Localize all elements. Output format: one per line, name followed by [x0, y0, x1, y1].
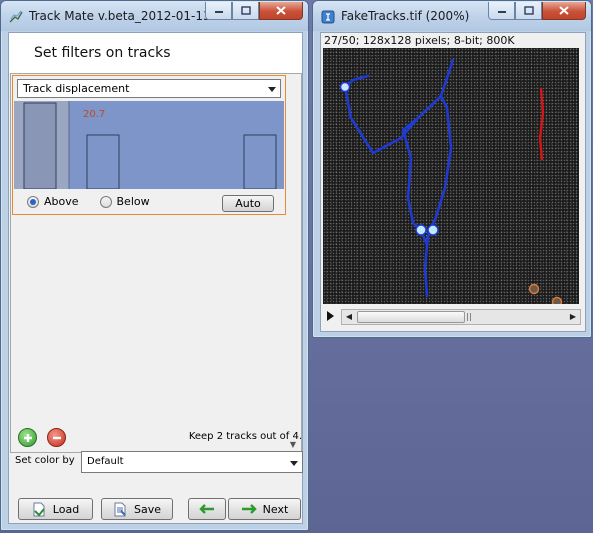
feature-select[interactable]: Track displacement — [17, 79, 281, 98]
frame-slider-row: ◀ ▶ — [323, 308, 583, 326]
track-blue-1 — [343, 58, 455, 155]
feature-select-value: Track displacement — [23, 82, 130, 95]
trackmate-client-area: Set filters on tracks Track displacement — [8, 32, 303, 524]
image-info: 27/50; 128x128 pixels; 8-bit; 800K — [324, 34, 515, 47]
arrow-right-icon — [241, 504, 257, 514]
set-color-label: Set color by — [15, 455, 75, 466]
image-window: FakeTracks.tif (200%) 27/50; 128x128 pix… — [312, 0, 592, 338]
above-radio[interactable] — [27, 195, 39, 208]
below-label: Below — [116, 195, 150, 208]
play-icon[interactable] — [327, 311, 334, 321]
slider-left-arrow-icon[interactable]: ◀ — [345, 312, 353, 321]
trackmate-window-title: Track Mate v.beta_2012-01-13 — [29, 9, 211, 23]
maximize-button[interactable] — [515, 2, 542, 20]
track-overlay — [339, 58, 563, 304]
remove-filter-button[interactable] — [47, 428, 66, 447]
histogram-bar-1 — [23, 102, 57, 189]
close-button[interactable] — [542, 2, 586, 20]
chevron-down-icon — [290, 461, 298, 466]
slider-right-arrow-icon[interactable]: ▶ — [569, 312, 577, 321]
imagej-app-icon — [321, 10, 335, 24]
auto-threshold-button[interactable]: Auto — [222, 195, 274, 212]
add-filter-icon — [23, 433, 32, 442]
save-button[interactable]: Save — [101, 498, 173, 520]
spot-orange-1 — [528, 283, 540, 295]
spot-orange-2 — [551, 296, 563, 304]
next-button-label: Next — [262, 502, 289, 516]
trackmate-window: Track Mate v.beta_2012-01-13 Set filters… — [0, 0, 309, 531]
trackmate-app-icon — [9, 10, 23, 23]
arrow-left-icon — [199, 504, 214, 514]
minimize-icon — [497, 10, 506, 13]
filters-scroll-area[interactable]: Track displacement 20.7 Above — [10, 73, 302, 453]
panel-header: Set filters on tracks — [9, 33, 302, 73]
maximize-button[interactable] — [232, 2, 259, 20]
load-button-label: Load — [52, 502, 80, 516]
image-client-area: 27/50; 128x128 pixels; 8-bit; 800K — [320, 32, 586, 332]
auto-button-label: Auto — [235, 197, 261, 210]
image-window-controls — [488, 2, 586, 20]
track-red — [538, 87, 545, 161]
chevron-down-icon — [268, 87, 276, 92]
previous-button[interactable] — [188, 498, 226, 520]
load-button[interactable]: Load — [18, 498, 93, 520]
track-blue-2 — [425, 94, 453, 247]
spot-top-left — [339, 81, 351, 93]
spot-center-right — [427, 224, 439, 236]
slider-thumb[interactable] — [357, 311, 471, 323]
threshold-value: 20.7 — [83, 109, 106, 120]
histogram-plot — [14, 101, 277, 189]
trackmate-window-controls — [205, 2, 303, 20]
image-titlebar[interactable]: FakeTracks.tif (200%) — [313, 1, 591, 31]
image-canvas[interactable] — [323, 48, 579, 304]
minimize-icon — [214, 10, 223, 13]
maximize-icon — [523, 6, 534, 15]
add-filter-button[interactable] — [18, 428, 37, 447]
threshold-histogram[interactable]: 20.7 — [14, 101, 284, 189]
save-file-icon — [113, 502, 128, 517]
track-blue-4 — [423, 243, 429, 298]
frame-slider[interactable]: ◀ ▶ — [341, 309, 581, 325]
trackmate-titlebar[interactable]: Track Mate v.beta_2012-01-13 — [1, 1, 308, 31]
minimize-button[interactable] — [205, 2, 232, 20]
close-icon — [559, 6, 569, 15]
save-button-label: Save — [133, 502, 161, 516]
above-label: Above — [44, 195, 79, 208]
load-file-icon — [32, 502, 47, 517]
minimize-button[interactable] — [488, 2, 515, 20]
below-radio[interactable] — [99, 195, 112, 208]
image-window-title: FakeTracks.tif (200%) — [341, 9, 470, 23]
histogram-bar-3 — [243, 134, 277, 189]
color-by-value: Default — [87, 456, 124, 467]
histogram-bar-2 — [86, 134, 120, 189]
above-radio-row: Above Below — [27, 195, 150, 208]
close-button[interactable] — [259, 2, 303, 20]
spot-center-left — [415, 224, 427, 236]
remove-filter-icon — [52, 436, 61, 439]
next-button[interactable]: Next — [228, 498, 301, 520]
keep-tracks-summary: Keep 2 tracks out of 4. — [188, 431, 302, 442]
panel-title: Set filters on tracks — [34, 45, 171, 61]
scroll-down-arrow-icon[interactable]: ▼ — [289, 440, 297, 449]
color-by-select[interactable]: Default — [81, 451, 303, 473]
track-filter-panel: Track displacement 20.7 Above — [12, 75, 286, 215]
maximize-icon — [240, 6, 251, 15]
close-icon — [276, 6, 286, 15]
